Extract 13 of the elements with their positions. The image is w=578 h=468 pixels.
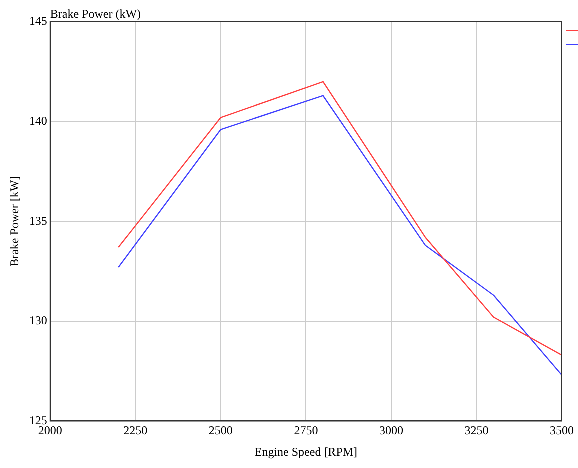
x-axis-title: Engine Speed [RPM] xyxy=(254,444,358,459)
y-tick-label: 135 xyxy=(29,214,48,228)
x-tick-label: 3250 xyxy=(464,424,489,438)
y-axis-title: Brake Power [kW] xyxy=(7,176,22,267)
x-tick-label: 3500 xyxy=(550,424,574,438)
y-tick-label: 130 xyxy=(29,314,48,328)
x-tick-label: 2500 xyxy=(208,424,233,438)
y-tick-label: 140 xyxy=(29,114,48,128)
x-tick-label: 2750 xyxy=(294,424,318,438)
chart-title: Brake Power (kW) xyxy=(50,7,142,22)
x-tick-label: 3000 xyxy=(379,424,404,438)
y-tick-label: 145 xyxy=(29,14,48,28)
x-tick-label: 2250 xyxy=(124,424,148,438)
